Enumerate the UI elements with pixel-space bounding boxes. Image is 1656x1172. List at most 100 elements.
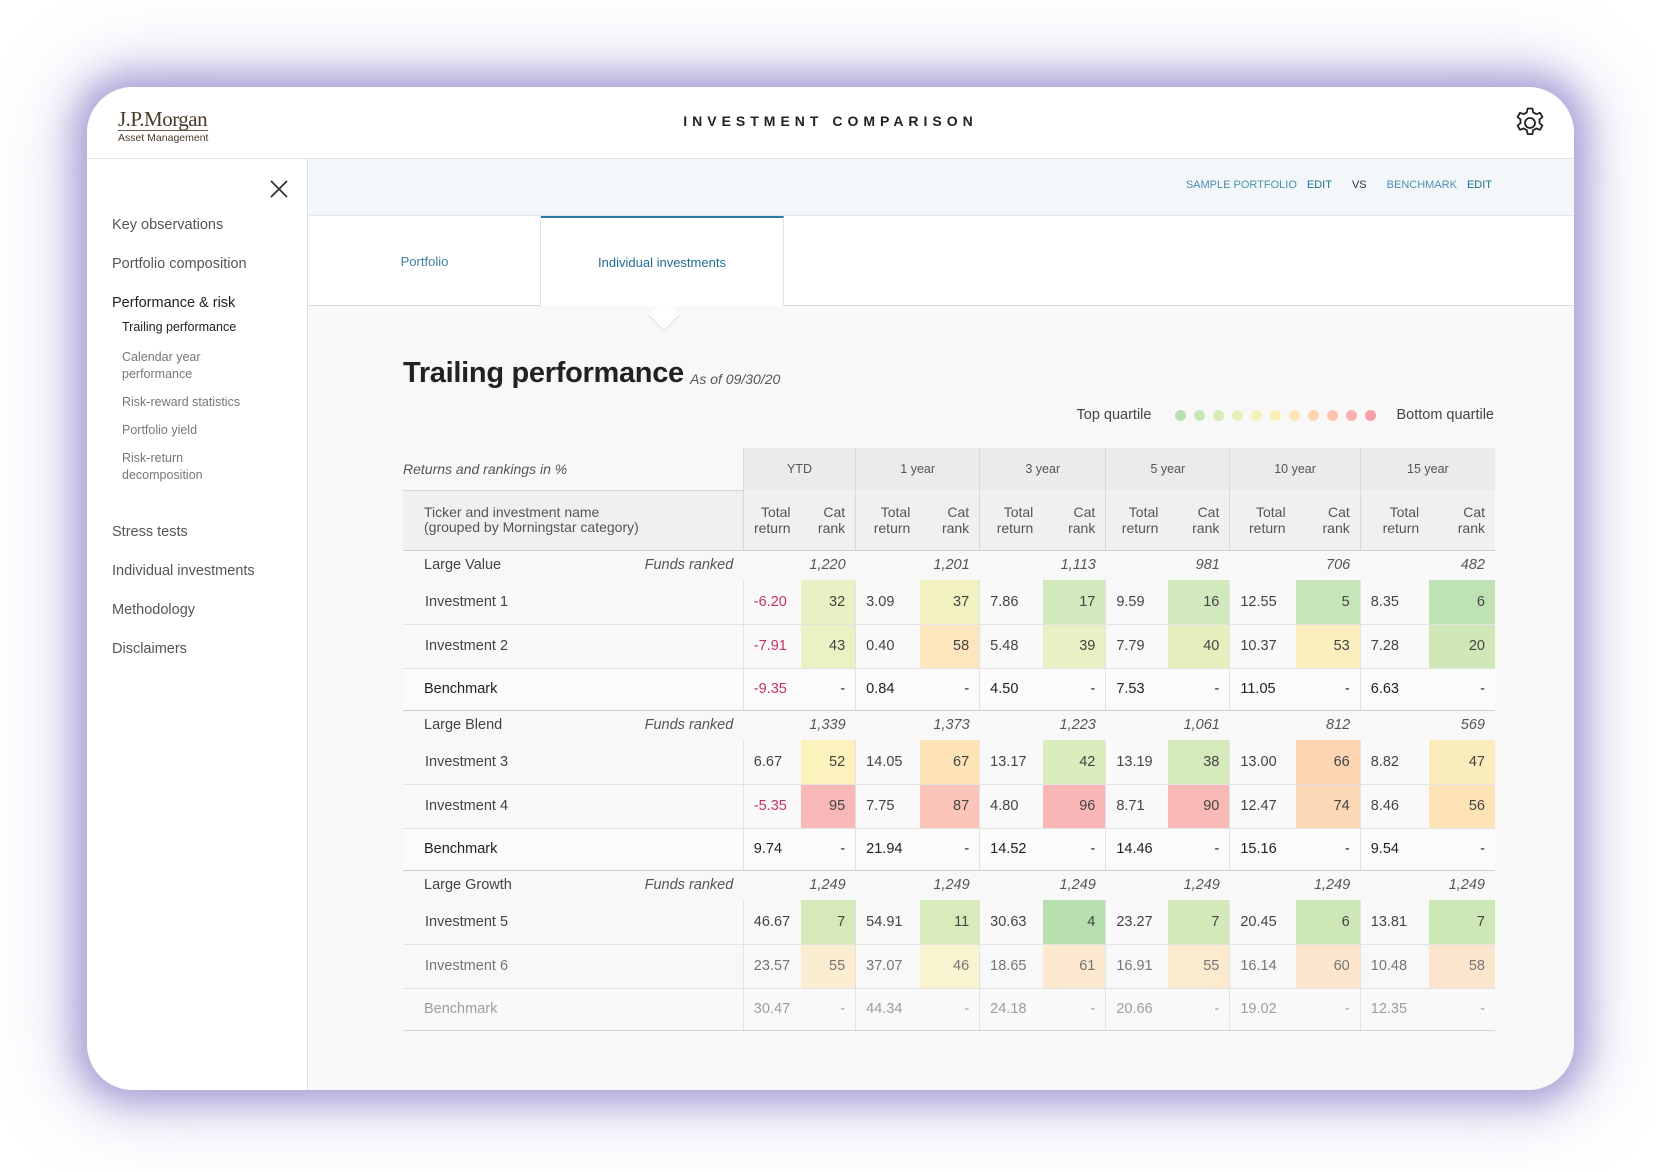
cat-rank-cell: - [1168,828,1230,871]
total-return-cell: 23.27 [1105,900,1169,945]
cat-rank-cell: - [1168,988,1230,1031]
sidebar-subitem-risk-reward[interactable]: Risk-reward statistics [122,395,241,409]
total-return-line2: return [873,519,911,536]
investment-name[interactable]: Investment 5 [403,900,744,945]
funds-ranked-count: 1,061 [1183,717,1220,734]
total-return-cell: 7.79 [1105,624,1169,669]
investment-row[interactable]: Investment 3 6.67 52 14.05 67 13.17 42 13.19 38 1… [403,740,1495,785]
sidebar-item-key-observations[interactable]: Key observations [112,217,224,233]
cat-rank-cell: - [1043,668,1106,711]
total-return-header: Total return [1359,490,1430,551]
total-return-cell: -6.20 [742,580,801,625]
category-name-cell: Large Value Funds ranked [403,550,743,580]
total-return-cell: 19.02 [1229,988,1296,1031]
period-header: 15 year [1359,448,1495,490]
funds-ranked-count: 1,113 [1060,557,1096,574]
investment-row[interactable]: Investment 5 46.67 7 54.91 11 30.63 4 23.27 7 20.… [403,900,1495,945]
total-return-cell: 10.37 [1229,624,1296,669]
as-of-date: As of 09/30/20 [690,371,781,387]
cat-rank-cell: 42 [1043,740,1106,785]
cat-rank-cell: 16 [1168,580,1230,625]
sidebar-item-portfolio-composition[interactable]: Portfolio composition [112,256,247,272]
legend-dot [1308,409,1320,421]
cat-rank-cell: - [800,828,856,871]
total-return-header: Total return [742,490,801,551]
total-return-cell: 12.55 [1229,580,1296,625]
category-group-row: Large Value Funds ranked 1,220 1,201 1,113 98… [403,550,1495,580]
investment-row[interactable]: Investment 4 -5.35 95 7.75 87 4.80 96 8.71 90 12.… [403,784,1495,829]
sidebar-item-methodology[interactable]: Methodology [112,602,196,618]
sidebar-item-stress-tests[interactable]: Stress tests [112,524,188,540]
cat-rank-cell: 47 [1429,740,1495,785]
cat-rank-header: Cat rank [800,490,856,551]
investment-name[interactable]: Investment 2 [403,624,744,669]
sidebar: Key observations Portfolio composition P… [87,159,308,1090]
total-return-cell: 14.46 [1105,828,1169,871]
edit-benchmark-link[interactable]: EDIT [1466,179,1492,191]
investment-name[interactable]: Investment 4 [403,784,744,829]
sidebar-subitem-risk-return[interactable]: Risk-return decomposition [122,451,203,482]
legend-dot [1365,409,1377,421]
cat-rank-cell: - [1043,828,1106,871]
cat-rank-cell: 74 [1295,784,1361,829]
legend-dot [1213,409,1225,421]
total-return-cell: 13.17 [979,740,1044,785]
category-group-row: Large Growth Funds ranked 1,249 1,249 1,249 1… [403,870,1495,900]
investment-name[interactable]: Investment 3 [403,740,744,785]
investment-name[interactable]: Investment 6 [403,944,744,989]
cat-rank-cell: 39 [1043,624,1106,669]
period-header: 1 year [855,448,980,490]
investment-row[interactable]: Investment 6 23.57 55 37.07 46 18.65 61 16.91 55… [403,944,1495,989]
funds-ranked-count: 981 [1195,557,1220,574]
funds-ranked-count: 482 [1460,557,1485,574]
period-header: 5 year [1105,448,1230,490]
sidebar-item-disclaimers[interactable]: Disclaimers [112,641,187,657]
total-return-cell: 21.94 [855,828,921,871]
main-content: SAMPLE PORTFOLIO EDIT VS BENCHMARK EDIT … [309,159,1574,1090]
sample-portfolio-label[interactable]: SAMPLE PORTFOLIO [1185,179,1297,191]
cat-rank-cell: 90 [1168,784,1230,829]
cat-rank-cell: 17 [1043,580,1106,625]
cat-rank-cell: 46 [920,944,980,989]
cat-rank-cell: - [1429,988,1495,1031]
total-return-cell: 13.81 [1359,900,1430,945]
close-icon[interactable] [268,178,290,200]
benchmark-label[interactable]: BENCHMARK [1386,179,1457,191]
total-return-cell: 24.18 [979,988,1044,1031]
legend-dot [1251,409,1263,421]
investment-row[interactable]: Investment 2 -7.91 43 0.40 58 5.48 39 7.79 40 10.… [403,624,1495,669]
sidebar-subitem-calendar-year[interactable]: Calendar year performance [122,350,201,381]
total-return-cell: 4.50 [979,668,1044,711]
cat-rank-line1: Cat [1073,503,1096,520]
cat-rank-cell: 4 [1043,900,1106,945]
quartile-legend: Top quartile Bottom quartile [1077,407,1495,423]
category-name: Large Growth [424,877,512,894]
edit-portfolio-link[interactable]: EDIT [1306,179,1332,191]
tab-portfolio[interactable]: Portfolio [309,216,541,306]
benchmark-name: Benchmark [403,828,744,871]
cat-rank-cell: 53 [1295,624,1361,669]
gear-icon[interactable] [1512,105,1548,141]
sidebar-nav: Key observations Portfolio composition P… [112,217,302,657]
legend-dot [1194,409,1206,421]
cat-rank-line1: Cat [1463,503,1485,520]
category-name-cell: Large Growth Funds ranked [403,870,743,900]
sidebar-item-performance-risk[interactable]: Performance & risk [112,295,236,311]
sidebar-subitem-portfolio-yield[interactable]: Portfolio yield [122,423,198,437]
period-header: 3 year [979,448,1106,490]
sidebar-sublist: Trailing performance Calendar year perfo… [122,319,302,484]
tab-individual-investments[interactable]: Individual investments [541,216,784,306]
funds-ranked-label: Funds ranked [644,557,734,574]
investment-row[interactable]: Investment 1 -6.20 32 3.09 37 7.86 17 9.59 16 12.… [403,580,1495,625]
cat-rank-cell: 38 [1168,740,1230,785]
total-return-cell: 0.84 [855,668,921,711]
investment-name[interactable]: Investment 1 [403,580,744,625]
total-return-line2: return [753,519,791,536]
sidebar-item-individual-investments[interactable]: Individual investments [112,563,255,579]
cat-rank-header: Cat rank [1429,490,1495,551]
total-return-cell: 7.28 [1359,624,1430,669]
total-return-cell: 13.00 [1229,740,1296,785]
total-return-line1: Total [1256,503,1286,520]
sidebar-subitem-trailing-performance[interactable]: Trailing performance [122,320,237,334]
total-return-cell: -7.91 [742,624,801,669]
